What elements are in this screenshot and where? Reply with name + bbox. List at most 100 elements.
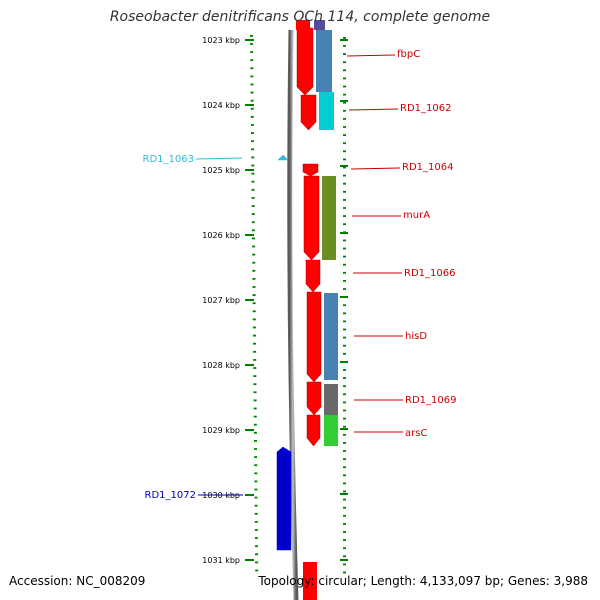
- scale-minor-tick: [343, 93, 346, 96]
- scale-minor-tick: [343, 247, 346, 250]
- scale-minor-tick: [251, 205, 255, 207]
- scale-label-1029: 1029 kbp: [202, 426, 240, 435]
- scale-minor-tick: [250, 51, 254, 53]
- scale-minor-tick: [343, 514, 346, 517]
- scale-minor-tick: [343, 288, 346, 290]
- scale-minor-tick: [253, 440, 257, 442]
- scale-minor-tick: [343, 555, 346, 558]
- scale-minor-tick: [343, 433, 346, 436]
- scale-minor-tick: [251, 180, 255, 183]
- category-block-RD1_1069: [324, 384, 338, 415]
- scale-minor-tick: [343, 61, 346, 64]
- scale-minor-tick: [343, 442, 346, 444]
- scale-minor-tick: [252, 269, 256, 272]
- scale-minor-tick: [250, 43, 254, 45]
- scale-minor-tick: [251, 172, 255, 175]
- scale-minor-tick: [253, 407, 257, 410]
- scale-minor-tick: [250, 91, 254, 94]
- scale-minor-tick: [343, 182, 346, 185]
- scale-minor-tick: [254, 480, 258, 483]
- scale-minor-tick: [254, 448, 258, 450]
- scale-minor-tick: [343, 150, 346, 153]
- scale-minor-tick: [254, 537, 258, 539]
- scale-minor-tick: [343, 109, 346, 112]
- scale-minor-tick: [343, 393, 346, 396]
- gene-label-fbpC: fbpC: [397, 49, 420, 60]
- gene-arrow-RD1_1062: [300, 94, 317, 131]
- gene-label-hisD: hisD: [405, 331, 427, 342]
- scale-minor-tick: [343, 352, 346, 355]
- gene-label-leader: [348, 108, 399, 111]
- scale-minor-tick: [343, 69, 346, 72]
- gene-label-murA: murA: [403, 210, 430, 221]
- scale-minor-tick: [343, 466, 346, 469]
- scale-minor-tick: [253, 399, 257, 402]
- genome-summary-text: Topology: circular; Length: 4,133,097 bp…: [258, 574, 588, 588]
- scale-minor-tick: [255, 569, 259, 572]
- scale-label-1024: 1024 kbp: [202, 101, 240, 110]
- scale-minor-tick: [253, 383, 257, 386]
- scale-minor-tick: [253, 359, 257, 361]
- scale-minor-tick: [250, 67, 254, 70]
- scale-minor-tick: [343, 425, 346, 428]
- scale-minor-tick: [343, 142, 346, 145]
- gene-arrow-RD1_1069: [306, 381, 322, 416]
- scale-minor-tick: [343, 223, 346, 226]
- scale-minor-tick: [250, 107, 254, 110]
- scale-minor-tick: [252, 286, 256, 288]
- scale-minor-tick: [250, 75, 254, 78]
- scale-minor-tick: [343, 385, 346, 388]
- scale-minor-tick: [343, 498, 346, 501]
- gene-label-arsC: arsC: [405, 428, 427, 439]
- scale-minor-tick: [343, 458, 346, 460]
- scale-minor-tick: [343, 280, 346, 282]
- scale-minor-tick: [251, 140, 255, 143]
- scale-minor-tick: [251, 221, 255, 224]
- scale-minor-tick: [343, 482, 346, 485]
- gene-label-RD1_1064: RD1_1064: [402, 162, 453, 173]
- scale-minor-tick: [343, 571, 346, 574]
- scale-minor-tick: [343, 166, 346, 169]
- scale-minor-tick: [254, 521, 258, 523]
- scale-minor-tick: [250, 116, 254, 118]
- scale-minor-tick: [254, 504, 258, 507]
- gene-arrow-RD1_1063: [277, 154, 289, 161]
- scale-minor-tick: [253, 350, 257, 353]
- category-block-murA: [322, 176, 336, 260]
- gene-label-RD1_1063: RD1_1063: [143, 154, 194, 165]
- scale-minor-tick: [343, 417, 346, 420]
- scale-label-1026: 1026 kbp: [202, 231, 240, 240]
- gene-label-RD1_1062: RD1_1062: [400, 103, 451, 114]
- scale-minor-tick: [254, 545, 258, 548]
- scale-minor-tick: [253, 423, 257, 426]
- scale-minor-tick: [343, 474, 346, 477]
- scale-minor-tick: [343, 45, 346, 47]
- gene-arrow-RD1_1072: [276, 446, 292, 551]
- scale-minor-tick: [252, 245, 256, 248]
- gene-arrow-fbpC: [296, 27, 314, 96]
- genome-backbone: [287, 29, 299, 600]
- scale-minor-tick: [251, 197, 255, 199]
- scale-minor-tick: [251, 188, 255, 191]
- scale-minor-tick: [253, 431, 257, 434]
- category-block-RD1_1062: [319, 92, 334, 130]
- scale-minor-tick: [343, 336, 346, 339]
- scale-minor-tick: [343, 101, 346, 104]
- scale-minor-tick: [343, 158, 346, 161]
- scale-minor-tick: [254, 496, 258, 499]
- gene-arrow-murA: [303, 175, 320, 261]
- scale-minor-tick: [343, 126, 346, 128]
- scale-minor-tick: [255, 553, 259, 556]
- scale-minor-tick: [343, 369, 346, 371]
- scale-minor-tick: [252, 334, 256, 337]
- scale-minor-tick: [250, 132, 254, 134]
- scale-minor-tick: [251, 164, 255, 167]
- gene-label-RD1_1072: RD1_1072: [145, 490, 196, 501]
- gene-arrow-RD1_1066: [305, 259, 321, 293]
- scale-minor-tick: [253, 415, 257, 418]
- gene-arrow-arsC: [306, 414, 321, 447]
- scale-minor-tick: [343, 409, 346, 412]
- scale-minor-tick: [251, 156, 255, 159]
- scale-minor-tick: [343, 312, 346, 315]
- category-block-partial: [314, 20, 325, 30]
